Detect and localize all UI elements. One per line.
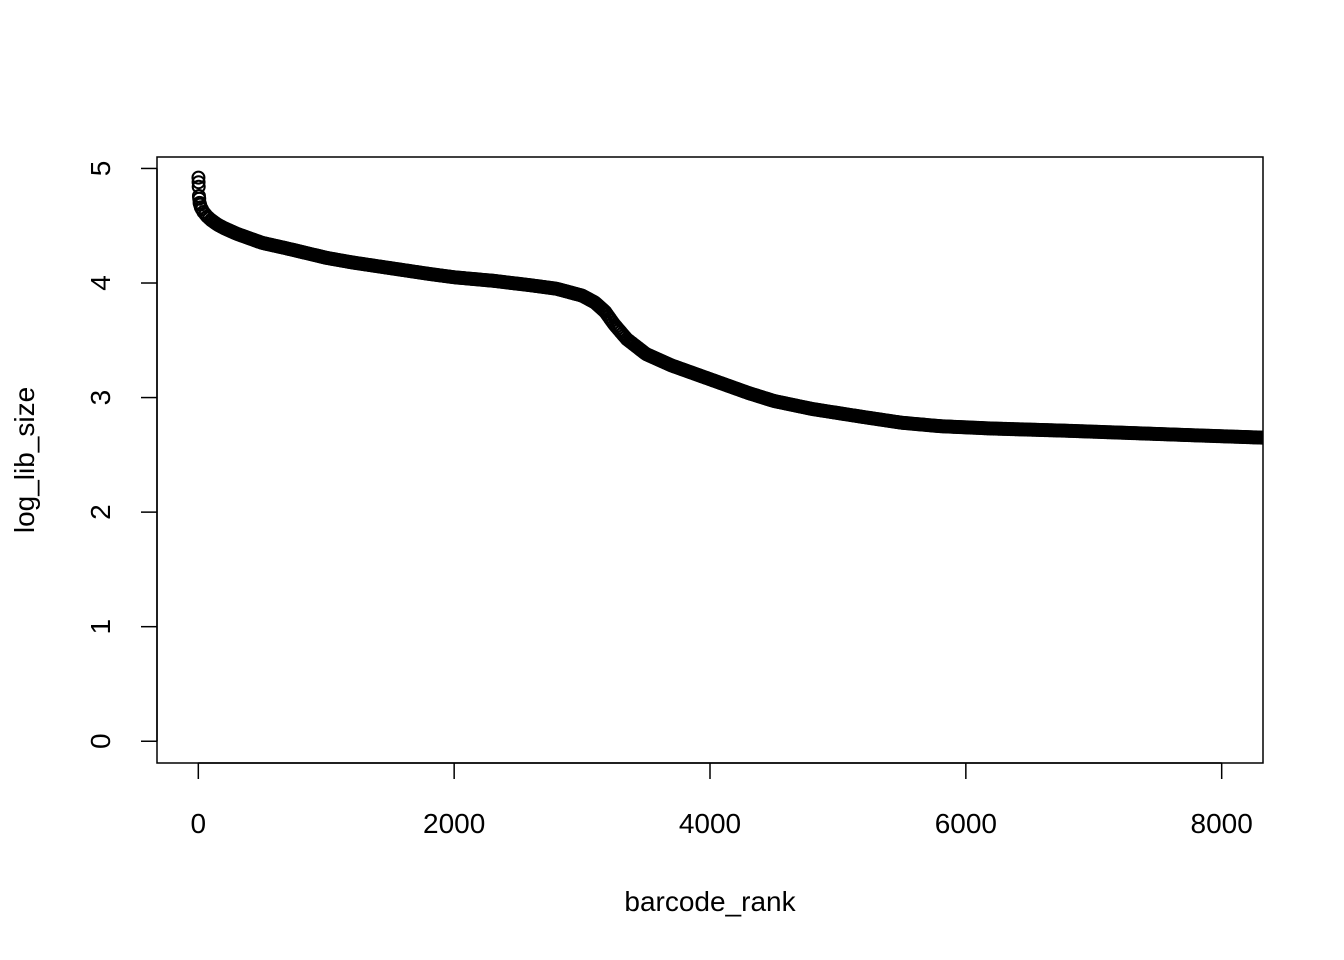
y-axis-label: log_lib_size bbox=[9, 387, 40, 533]
data-point bbox=[191, 170, 206, 185]
x-tick-label: 8000 bbox=[1191, 808, 1253, 839]
y-tick-label: 1 bbox=[85, 619, 116, 635]
y-tick-label: 3 bbox=[85, 390, 116, 406]
data-points bbox=[191, 170, 1263, 445]
x-axis: 0 2000 4000 6000 8000 bbox=[191, 762, 1253, 839]
y-tick-label: 5 bbox=[85, 161, 116, 177]
x-tick-label: 6000 bbox=[935, 808, 997, 839]
y-tick-label: 2 bbox=[85, 504, 116, 520]
x-axis-label: barcode_rank bbox=[624, 886, 796, 917]
x-tick-label: 0 bbox=[191, 808, 207, 839]
x-tick-label: 4000 bbox=[679, 808, 741, 839]
data-point bbox=[1255, 430, 1263, 445]
y-tick-label: 0 bbox=[85, 733, 116, 749]
data-point bbox=[191, 175, 206, 190]
x-tick-label: 2000 bbox=[423, 808, 485, 839]
y-tick-label: 4 bbox=[85, 275, 116, 291]
y-axis: 0 1 2 3 4 5 bbox=[85, 161, 158, 749]
plot-frame bbox=[156, 156, 1264, 764]
